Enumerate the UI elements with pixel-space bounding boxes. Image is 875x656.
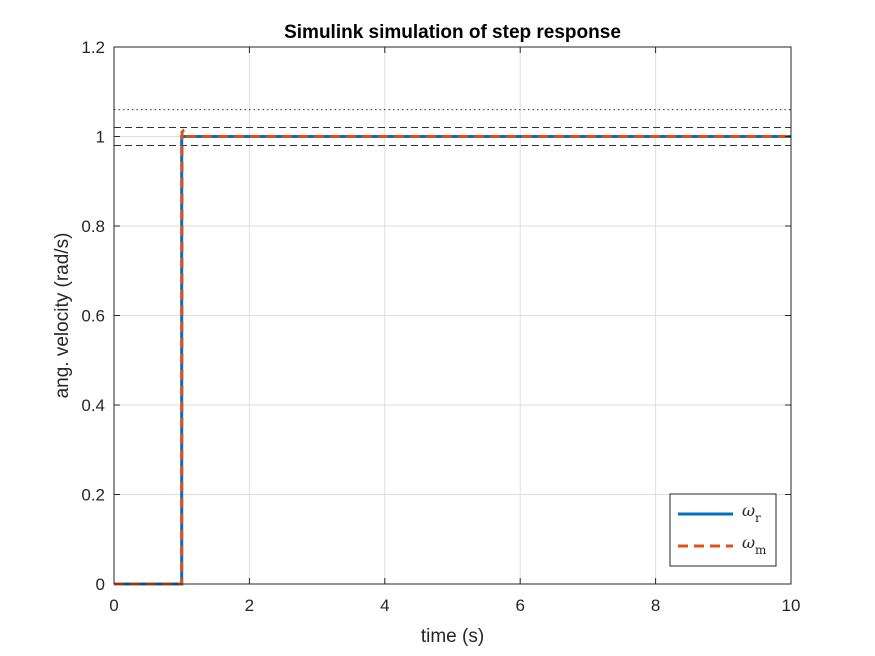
y-tick-label: 1: [96, 128, 105, 147]
reference-lines: [114, 109, 791, 146]
y-tick-label: 0.4: [81, 396, 105, 415]
y-tick-label: 0.6: [81, 307, 105, 326]
y-tick-label: 1.2: [81, 38, 105, 57]
legend-label-subscript: r: [755, 511, 761, 525]
x-tick-label: 6: [515, 596, 524, 615]
y-tick-label: 0.2: [81, 486, 105, 505]
y-tick-label: 0: [96, 575, 105, 594]
axis-ticks: 0 2 4 6 8 10 0 0.2 0.4 0.6 0.8 1 1.2: [81, 38, 800, 615]
legend-label-subscript: m: [755, 543, 767, 557]
x-tick-label: 2: [245, 596, 254, 615]
legend-label-r: ωr: [742, 501, 761, 525]
y-tick-label: 0.8: [81, 217, 105, 236]
x-tick-label: 4: [380, 596, 389, 615]
legend-label-m: ωm: [742, 533, 767, 557]
chart-title: Simulink simulation of step response: [284, 22, 621, 43]
legend-label-base: ω: [742, 533, 755, 552]
y-axis-label: ang. velocity (rad/s): [52, 233, 73, 399]
x-tick-label: 10: [782, 596, 801, 615]
x-axis-label: time (s): [421, 626, 484, 647]
x-tick-label: 8: [651, 596, 660, 615]
legend-box: [669, 493, 777, 567]
legend-label-base: ω: [742, 501, 755, 520]
x-tick-label: 0: [109, 596, 118, 615]
